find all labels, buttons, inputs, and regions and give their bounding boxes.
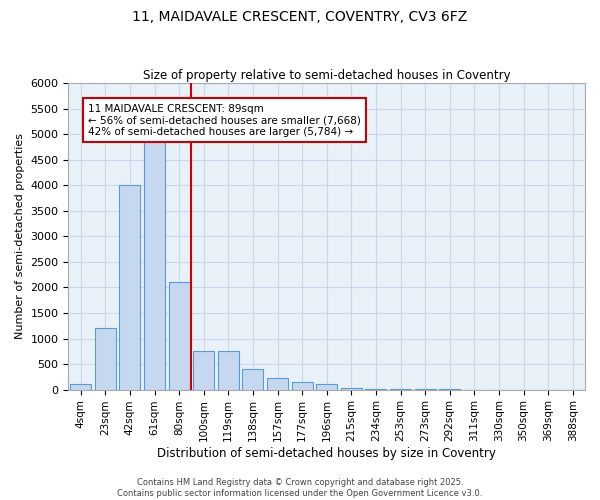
Bar [292,382,313,390]
Bar [193,352,214,390]
Y-axis label: Number of semi-detached properties: Number of semi-detached properties [15,134,25,340]
Bar [316,384,337,390]
Bar [365,389,386,390]
Bar [267,378,288,390]
Title: Size of property relative to semi-detached houses in Coventry: Size of property relative to semi-detach… [143,69,511,82]
Bar [95,328,116,390]
Bar [218,352,239,390]
X-axis label: Distribution of semi-detached houses by size in Coventry: Distribution of semi-detached houses by … [157,447,496,460]
Bar [70,384,91,390]
Bar [242,369,263,390]
Bar [144,142,165,390]
Text: 11 MAIDAVALE CRESCENT: 89sqm
← 56% of semi-detached houses are smaller (7,668)
4: 11 MAIDAVALE CRESCENT: 89sqm ← 56% of se… [88,104,361,137]
Bar [119,186,140,390]
Text: Contains HM Land Registry data © Crown copyright and database right 2025.
Contai: Contains HM Land Registry data © Crown c… [118,478,482,498]
Bar [341,388,362,390]
Text: 11, MAIDAVALE CRESCENT, COVENTRY, CV3 6FZ: 11, MAIDAVALE CRESCENT, COVENTRY, CV3 6F… [133,10,467,24]
Bar [169,282,190,390]
